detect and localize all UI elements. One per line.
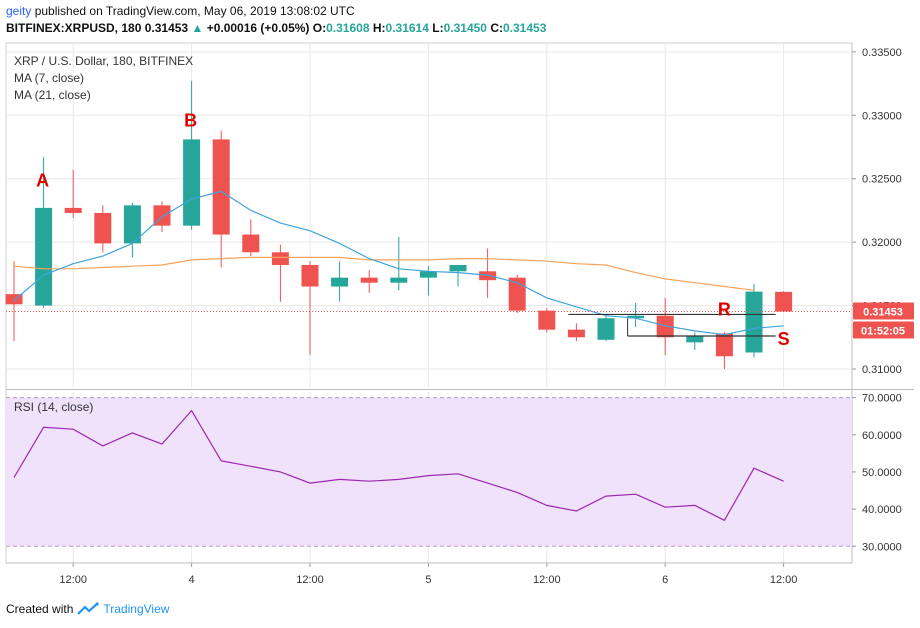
symbol-name: BITFINEX:XRPUSD, 180 (6, 21, 142, 35)
rsi-tick-label: 30.0000 (862, 541, 902, 553)
author-name[interactable]: geity (6, 4, 32, 18)
candle-body (183, 139, 201, 226)
low-value: 0.31450 (443, 21, 487, 35)
ma7-legend: MA (7, close) (14, 71, 84, 85)
ma7-line (13, 190, 784, 336)
candle-body (271, 252, 289, 265)
candle-body (242, 234, 260, 253)
rsi-legend: RSI (14, close) (14, 400, 93, 414)
candle-body (686, 335, 704, 343)
candle-body (64, 207, 82, 213)
candle-body (715, 333, 733, 357)
created-with-text: Created with (6, 602, 74, 616)
rsi-band (6, 397, 852, 547)
up-arrow-icon: ▲ (191, 21, 204, 35)
candle-body (597, 318, 615, 340)
high-label: H: (372, 21, 386, 35)
candles-layer (5, 81, 793, 369)
axes-layer: 0.310000.315000.320000.325000.330000.335… (6, 47, 914, 586)
countdown-value: 01:52:05 (861, 326, 905, 338)
price-tick-label: 0.33000 (862, 110, 902, 122)
price-tick-label: 0.32500 (862, 174, 902, 186)
last-price-value: 0.31453 (863, 307, 903, 319)
candle-body (35, 207, 53, 306)
annotation-label: B (184, 111, 197, 131)
candle-body (94, 212, 112, 244)
candle-body (508, 277, 526, 311)
time-tick-label: 4 (189, 574, 195, 586)
ma21-line (13, 256, 755, 291)
time-tick-label: 12:00 (296, 574, 324, 586)
rsi-pane (6, 397, 852, 547)
rsi-tick-label: 60.0000 (862, 430, 902, 442)
header-price: 0.31453 (144, 21, 189, 35)
close-label: C: (490, 21, 503, 35)
candle-body (301, 264, 319, 287)
time-tick-label: 12:00 (59, 574, 87, 586)
candle-body (479, 271, 497, 281)
rsi-line (13, 409, 784, 522)
candle-body (656, 315, 674, 338)
tradingview-brand[interactable]: TradingView (103, 602, 170, 616)
price-tick-label: 0.31000 (862, 364, 902, 376)
candle-body (360, 277, 378, 283)
candle-body (745, 291, 763, 353)
publish-line: geity published on TradingView.com, May … (6, 3, 546, 20)
chart-header: geity published on TradingView.com, May … (6, 3, 546, 37)
last-price-badge (853, 302, 914, 320)
high-value: 0.31614 (385, 21, 429, 35)
price-tick-label: 0.33500 (862, 47, 902, 59)
annotation-label: A (36, 170, 49, 190)
time-tick-label: 12:00 (770, 574, 798, 586)
time-tick-label: 12:00 (533, 574, 561, 586)
countdown-badge (853, 321, 914, 339)
candle-body (775, 291, 793, 312)
rsi-tick-label: 70.0000 (862, 393, 902, 405)
published-text: published on TradingView.com, May 06, 20… (34, 4, 355, 18)
rsi-tick-label: 40.0000 (862, 504, 902, 516)
candle-body (212, 139, 230, 235)
candle-body (419, 271, 437, 278)
candle-body (331, 277, 349, 287)
low-label: L: (432, 21, 444, 35)
candle-body (5, 294, 23, 305)
open-label: O: (312, 21, 327, 35)
annotation-label: R (718, 300, 731, 320)
rsi-tick-label: 50.0000 (862, 467, 902, 479)
candle-body (390, 277, 408, 283)
candle-body (627, 315, 645, 319)
ma21-legend: MA (21, close) (14, 88, 91, 102)
footer: Created with TradingView (6, 602, 169, 616)
open-value: 0.31608 (326, 21, 370, 35)
symbol-line: BITFINEX:XRPUSD, 180 0.31453 ▲ +0.00016 … (6, 20, 546, 37)
close-value: 0.31453 (503, 21, 547, 35)
time-tick-label: 5 (425, 574, 431, 586)
time-tick-label: 6 (662, 574, 668, 586)
chart-title: XRP / U.S. Dollar, 180, BITFINEX (14, 54, 193, 68)
tradingview-logo-icon (77, 602, 99, 615)
candle-body (567, 329, 585, 338)
candle-body (538, 310, 556, 330)
candle-body (449, 264, 467, 272)
candle-body (123, 205, 141, 244)
price-tick-label: 0.32000 (862, 237, 902, 249)
annotation-label: S (778, 329, 790, 349)
price-change: +0.00016 (+0.05%) (206, 21, 310, 35)
overlays-layer: A B R S (6, 111, 852, 522)
